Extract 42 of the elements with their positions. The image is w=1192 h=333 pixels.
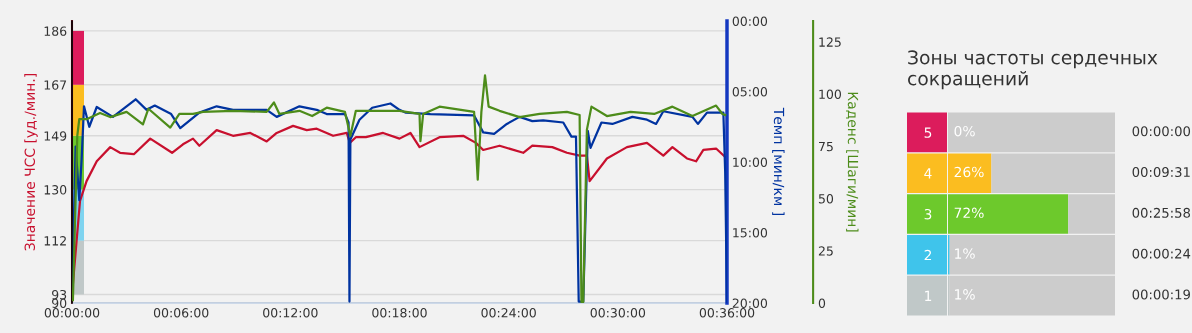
text: 00:00:24 bbox=[1132, 248, 1191, 259]
y2-axis-title: Темп [мин/км ] bbox=[772, 107, 785, 215]
text: 00:25:58 bbox=[1132, 207, 1191, 218]
x-tick-label: 00:18:00 bbox=[372, 308, 427, 318]
y-tick-label: 149 bbox=[44, 131, 67, 141]
x-tick-label: 00:06:00 bbox=[153, 308, 209, 318]
bar bbox=[72, 30, 85, 85]
y-tick-label: 130 bbox=[44, 185, 67, 195]
y-axis-title: Значение ЧСС [уд./мин.] bbox=[24, 73, 38, 251]
y3-tick-label: 50 bbox=[818, 194, 834, 204]
y2-tick-label: 15:00 bbox=[733, 227, 768, 238]
y3-tick-label: 125 bbox=[819, 37, 841, 47]
x-tick-label: 00:00:00 bbox=[44, 308, 100, 318]
y-tick-label: 167 bbox=[44, 80, 67, 90]
chart-title: Зоны частоты сердечных сокращений bbox=[908, 50, 1158, 90]
y-tick-label: 186 bbox=[44, 26, 67, 36]
y-tick-label: 4 bbox=[924, 168, 932, 179]
y-tick-label: 5 bbox=[924, 127, 932, 138]
data-label: 72% bbox=[954, 207, 984, 219]
text: 00:00:19 bbox=[1132, 289, 1190, 300]
x-tick-label: 00:12:00 bbox=[263, 308, 318, 318]
x-tick-label: 00:30:00 bbox=[590, 308, 646, 318]
y-tick-label: 93 bbox=[52, 289, 67, 300]
text: 00:00:00 bbox=[1132, 126, 1191, 137]
y2-tick-label: 05:00 bbox=[732, 86, 768, 97]
y2-tick-label: 00:00 bbox=[732, 16, 768, 26]
y2-tick-label: 20:00 bbox=[732, 298, 768, 308]
y-tick-label: 3 bbox=[924, 208, 932, 220]
y2-tick-label: 10:00 bbox=[733, 157, 768, 167]
y3-tick-label: 100 bbox=[819, 89, 841, 100]
y-tick-label: 2 bbox=[924, 249, 932, 261]
data-label: 26% bbox=[954, 166, 984, 178]
y3-tick-label: 0 bbox=[818, 298, 826, 308]
y-tick-label: 112 bbox=[44, 236, 66, 246]
y3-tick-label: 25 bbox=[818, 246, 833, 256]
y-tick-label: 1 bbox=[925, 290, 932, 301]
x-tick-label: 00:24:00 bbox=[481, 308, 536, 318]
y3-tick-label: 75 bbox=[819, 141, 833, 152]
x-tick-label: 00:36:00 bbox=[699, 308, 755, 318]
text: 00:09:31 bbox=[1132, 167, 1190, 178]
y3-axis-title: Каденс [Шаги/мин] bbox=[846, 92, 859, 232]
y-tick-label: 90 bbox=[52, 298, 67, 308]
